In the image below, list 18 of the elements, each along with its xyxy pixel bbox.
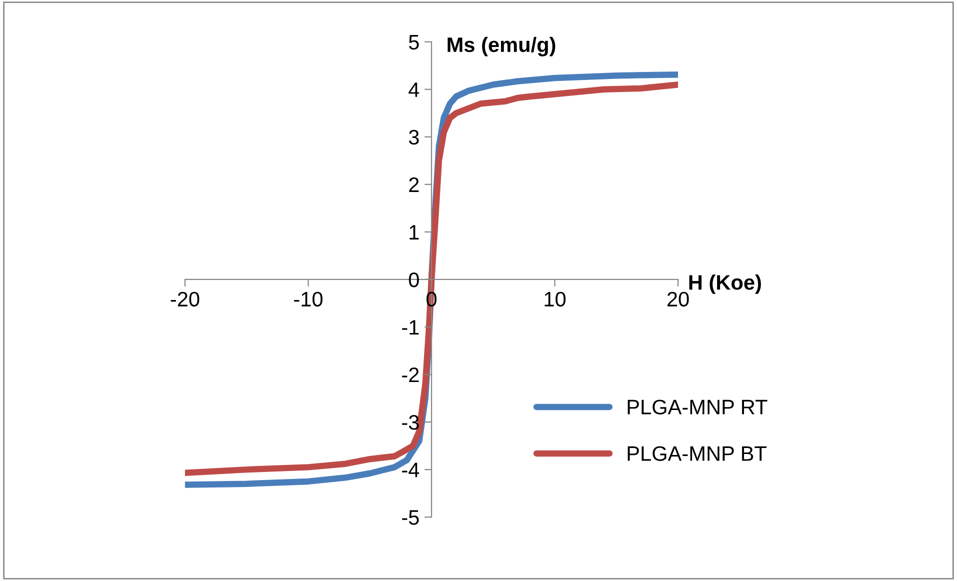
x-tick-label: -10 <box>294 292 322 307</box>
x-tick-label: 20 <box>667 292 689 307</box>
y-axis-title: Ms (emu/g) <box>448 36 556 56</box>
y-tick-label: 2 <box>409 177 419 192</box>
y-tick-label: 3 <box>408 130 419 145</box>
legend-label: PLGA-MNP BT <box>628 446 766 461</box>
y-tick-label: 0 <box>408 272 419 288</box>
y-tick-label: 1 <box>410 225 419 240</box>
y-tick-label: 5 <box>408 35 419 50</box>
y-tick-label: -1 <box>402 320 419 335</box>
y-tick-label: -4 <box>402 462 420 478</box>
x-tick-label: 10 <box>544 292 566 307</box>
y-tick-label: -2 <box>402 368 419 382</box>
y-tick-label: 4 <box>408 82 420 97</box>
x-axis-title: H (Koe) <box>689 274 761 294</box>
legend-label: PLGA-MNP RT <box>628 400 768 414</box>
y-tick-label: -5 <box>402 510 419 525</box>
x-tick-label: -20 <box>170 292 200 307</box>
